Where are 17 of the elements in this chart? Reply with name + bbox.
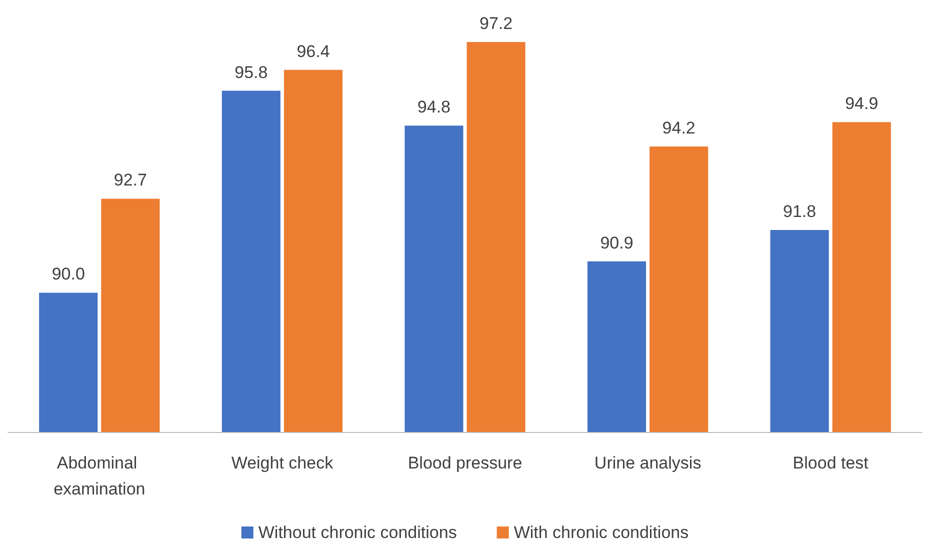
x-tick-label: Weight check — [231, 454, 334, 472]
legend-label: Without chronic conditions — [258, 523, 457, 542]
legend-label: With chronic conditions — [514, 523, 689, 542]
data-label: 94.8 — [417, 98, 451, 117]
data-label: 94.2 — [662, 118, 696, 138]
data-label: 91.8 — [783, 202, 816, 222]
data-label: 95.8 — [234, 62, 268, 82]
x-tick-label: Blood pressure — [408, 454, 522, 472]
data-label: 94.9 — [845, 94, 878, 114]
x-tick-label: Urine analysis — [594, 454, 702, 472]
data-label: 97.2 — [479, 14, 513, 33]
data-label: 92.7 — [114, 170, 147, 190]
data-label: 96.4 — [296, 42, 330, 61]
data-label: 90.0 — [52, 264, 85, 284]
x-tick-label: Abdominal examination — [54, 454, 146, 498]
data-label: 90.9 — [600, 233, 634, 252]
x-tick-label: Blood test — [792, 454, 869, 472]
